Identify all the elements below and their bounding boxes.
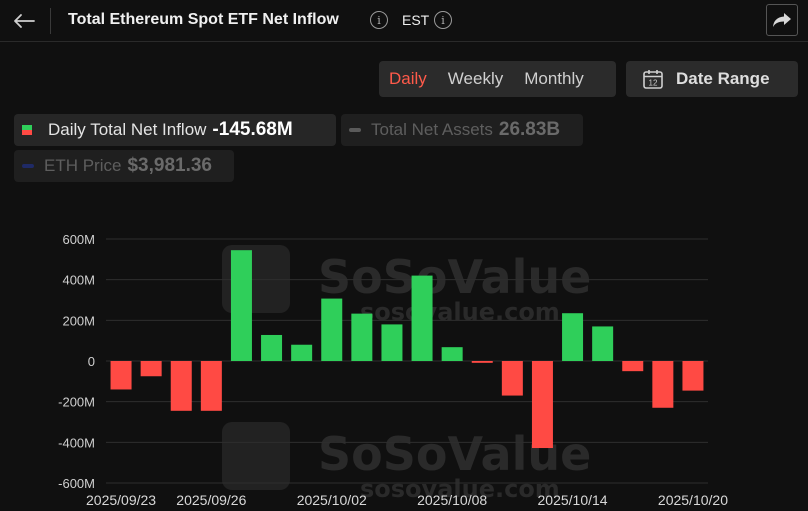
date-range-button[interactable]: 12 Date Range xyxy=(626,61,798,97)
legend-swatch xyxy=(349,128,361,132)
legend-item-total-net-assets[interactable]: Total Net Assets 26.83B xyxy=(341,114,583,146)
calendar-icon: 12 xyxy=(643,70,663,89)
svg-text:12: 12 xyxy=(649,79,658,88)
bar[interactable] xyxy=(170,361,192,411)
bar[interactable] xyxy=(230,250,252,361)
legend-label: ETH Price xyxy=(44,156,122,175)
legend-item-eth-price[interactable]: ETH Price $3,981.36 xyxy=(14,150,234,182)
y-tick-label: 200M xyxy=(62,313,95,328)
bar[interactable] xyxy=(622,361,644,372)
legend-swatch xyxy=(22,164,34,168)
header-divider xyxy=(50,8,51,34)
legend-value: 26.83B xyxy=(498,119,561,140)
page-title: Total Ethereum Spot ETF Net Inflow xyxy=(68,11,339,28)
bar[interactable] xyxy=(531,361,553,449)
x-axis: 2025/09/23 2025/09/26 2025/10/02 2025/10/08… xyxy=(86,492,728,508)
x-tick-label: 2025/10/20 xyxy=(658,492,728,508)
watermark-logo: SoSoValue xyxy=(318,250,591,304)
bar[interactable] xyxy=(682,361,704,391)
bar[interactable] xyxy=(592,326,614,361)
timezone-info-button[interactable]: i xyxy=(434,11,452,29)
date-range-label: Date Range xyxy=(676,69,770,88)
legend-label: Total Net Assets xyxy=(371,120,493,139)
legend-swatch xyxy=(22,125,32,135)
bar[interactable] xyxy=(411,275,433,361)
bar[interactable] xyxy=(652,361,674,408)
bar[interactable] xyxy=(501,361,523,396)
back-button[interactable] xyxy=(8,6,40,36)
legend-item-daily-net-inflow[interactable]: Daily Total Net Inflow -145.68M xyxy=(14,114,336,146)
x-tick-label: 2025/09/23 xyxy=(86,492,156,508)
net-inflow-bar-chart: SoSoValuesosovalue.comSoSoValuesosovalue… xyxy=(58,232,728,508)
tab-daily[interactable]: Daily xyxy=(389,69,427,88)
bar[interactable] xyxy=(471,361,493,363)
watermark-url: sosovalue.com xyxy=(360,298,560,326)
watermark-icon xyxy=(222,422,290,490)
share-button[interactable] xyxy=(766,4,798,36)
y-tick-label: 600M xyxy=(62,232,95,247)
top-bar: Total Ethereum Spot ETF Net Inflow i EST… xyxy=(0,0,808,42)
chart-bars xyxy=(110,250,704,449)
x-tick-label: 2025/09/26 xyxy=(176,492,246,508)
title-info-button[interactable]: i xyxy=(370,11,388,29)
bar[interactable] xyxy=(200,361,222,411)
bar[interactable] xyxy=(351,313,373,361)
x-tick-label: 2025/10/02 xyxy=(297,492,367,508)
bar[interactable] xyxy=(291,344,313,361)
bar[interactable] xyxy=(381,324,403,361)
bar[interactable] xyxy=(110,361,132,390)
y-tick-label: 0 xyxy=(88,354,95,369)
timezone-label: EST xyxy=(402,12,430,28)
legend-label: Daily Total Net Inflow xyxy=(48,120,207,139)
tab-weekly[interactable]: Weekly xyxy=(447,69,504,88)
watermark-layer: SoSoValuesosovalue.comSoSoValuesosovalue… xyxy=(222,245,591,503)
bar[interactable] xyxy=(140,361,162,377)
bar[interactable] xyxy=(562,313,584,361)
bar[interactable] xyxy=(261,334,283,361)
tab-monthly[interactable]: Monthly xyxy=(524,69,584,88)
y-tick-label: -400M xyxy=(58,435,95,450)
info-icon: i xyxy=(434,11,452,29)
y-tick-label: 400M xyxy=(62,273,95,288)
y-tick-label: -600M xyxy=(58,476,95,491)
legend-value: $3,981.36 xyxy=(127,155,212,176)
share-icon xyxy=(773,13,791,27)
bar[interactable] xyxy=(321,298,343,361)
arrow-left-icon xyxy=(14,14,35,28)
period-tabs: Daily Weekly Monthly xyxy=(379,61,616,97)
legend-value: -145.68M xyxy=(212,119,293,140)
info-icon: i xyxy=(370,11,388,29)
y-tick-label: -200M xyxy=(58,395,95,410)
x-tick-label: 2025/10/14 xyxy=(538,492,608,508)
y-axis: -600M -400M -200M 0 200M 400M 600M xyxy=(58,232,95,491)
watermark-url: sosovalue.com xyxy=(360,475,560,503)
bar[interactable] xyxy=(441,347,463,361)
x-tick-label: 2025/10/08 xyxy=(417,492,487,508)
